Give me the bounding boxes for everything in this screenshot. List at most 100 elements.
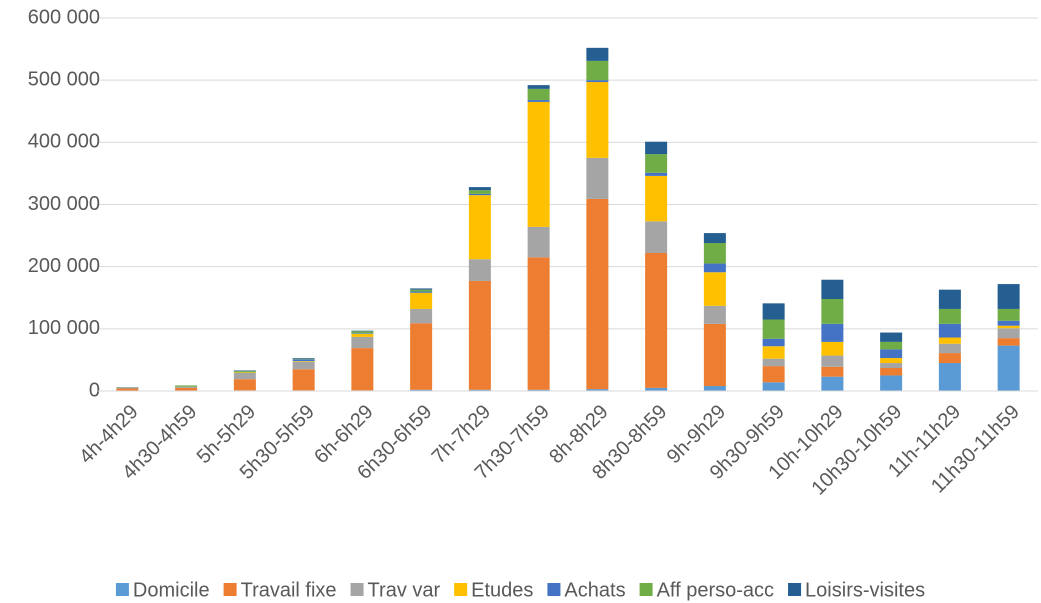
bar-segment: [292, 369, 315, 391]
y-tick-label: 0: [89, 379, 100, 401]
legend-label: Loisirs-visites: [805, 579, 925, 601]
bar-segment: [880, 363, 903, 368]
bar-segment: [938, 289, 961, 309]
bar-segment: [645, 387, 668, 391]
bar-segment: [586, 80, 609, 83]
bar-segment: [292, 361, 315, 370]
bar-segment: [527, 257, 550, 390]
bar-segment: [586, 157, 609, 199]
bar-segment: [880, 358, 903, 364]
bar-segment: [468, 280, 491, 390]
bar-segment: [175, 385, 198, 387]
bar-segment: [821, 341, 844, 356]
bar-segment: [762, 303, 785, 320]
bar-segment: [233, 379, 256, 391]
bar-segment: [997, 338, 1020, 346]
bar-segment: [233, 372, 256, 373]
bar-segment: [703, 233, 726, 244]
bar-segment: [880, 341, 903, 350]
y-tick-label: 500 000: [28, 68, 100, 90]
bar-segment: [351, 331, 374, 334]
bar-segment: [586, 82, 609, 158]
bar-segment: [645, 175, 668, 222]
bar-segment: [527, 100, 550, 102]
bar-segment: [703, 263, 726, 273]
legend-swatch: [223, 583, 237, 596]
bar-segment: [880, 332, 903, 342]
bar-segment: [645, 172, 668, 176]
legend-swatch: [788, 583, 802, 596]
bar-segment: [880, 375, 903, 391]
bar-segment: [880, 349, 903, 359]
bar-segment: [645, 221, 668, 253]
bar-segment: [703, 243, 726, 264]
bar-segment: [351, 333, 374, 337]
bar-segment: [292, 361, 315, 362]
bar-segment: [468, 193, 491, 196]
bar-segment: [938, 353, 961, 364]
bar-segment: [410, 291, 433, 293]
bar-segment: [527, 101, 550, 227]
legend-swatch: [547, 583, 561, 596]
bar-segment: [703, 323, 726, 387]
bar-segment: [821, 323, 844, 342]
bar-segment: [292, 358, 315, 359]
bar-segment: [938, 343, 961, 354]
y-tick-label: 400 000: [28, 131, 100, 153]
bar-segment: [762, 338, 785, 347]
bar-segment: [762, 382, 785, 391]
legend-label: Trav var: [368, 579, 441, 601]
bar-segment: [351, 333, 374, 334]
bar-segment: [938, 323, 961, 338]
y-tick-label: 600 000: [28, 6, 100, 28]
legend-swatch: [350, 583, 364, 596]
legend-swatch: [639, 583, 653, 596]
bar-segment: [527, 85, 550, 89]
bar-segment: [821, 376, 844, 391]
bar-segment: [997, 345, 1020, 391]
bar-segment: [938, 363, 961, 391]
bar-segment: [410, 308, 433, 324]
bar-segment: [997, 325, 1020, 329]
bar-segment: [586, 198, 609, 390]
bar-segment: [821, 366, 844, 377]
bar-segment: [233, 370, 256, 372]
bar-segment: [821, 279, 844, 299]
bar-segment: [703, 272, 726, 306]
bar-segment: [351, 336, 374, 349]
legend-label: Domicile: [133, 579, 210, 601]
bar-segment: [645, 141, 668, 155]
bar-segment: [410, 292, 433, 309]
legend-label: Etudes: [471, 579, 533, 601]
bar-segment: [821, 355, 844, 367]
bar-segment: [997, 308, 1020, 321]
bar-segment: [468, 190, 491, 194]
bar-segment: [351, 348, 374, 391]
bar-segment: [116, 387, 139, 389]
bar-segment: [762, 366, 785, 383]
bar-segment: [938, 308, 961, 324]
bar-segment: [762, 319, 785, 339]
bar-segment: [997, 284, 1020, 309]
bar-segment: [175, 387, 198, 391]
bar-segment: [292, 358, 315, 360]
bar-segment: [821, 298, 844, 324]
bar-segment: [410, 289, 433, 292]
bar-segment: [468, 195, 491, 260]
bar-segment: [351, 330, 374, 332]
legend-swatch: [115, 583, 129, 596]
bar-segment: [586, 47, 609, 61]
legend: Domicile Travail fixe Trav var Etudes Achats…: [115, 579, 925, 601]
bar-segment: [468, 389, 491, 391]
bar-segment: [233, 372, 256, 380]
bar-segment: [468, 187, 491, 191]
bar-segment: [527, 226, 550, 258]
legend-label: Achats: [564, 579, 625, 601]
bar-segment: [527, 389, 550, 391]
bar-segment: [410, 323, 433, 390]
bar-segment: [938, 337, 961, 344]
legend-label: Travail fixe: [241, 579, 337, 601]
y-tick-label: 300 000: [28, 193, 100, 215]
bar-segment: [116, 388, 139, 391]
y-tick-label: 200 000: [28, 255, 100, 277]
